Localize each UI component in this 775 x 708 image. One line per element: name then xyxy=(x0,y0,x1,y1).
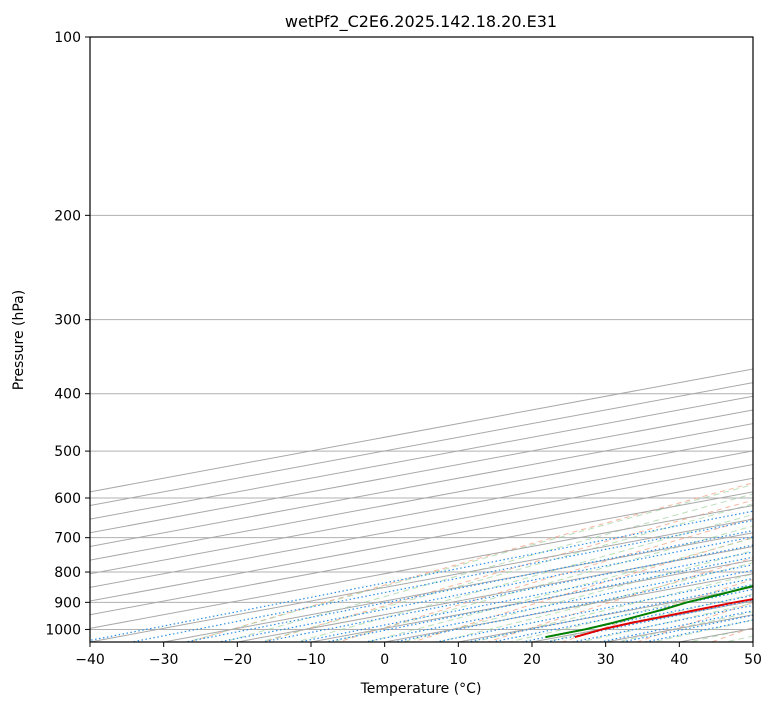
isotherm xyxy=(160,532,753,642)
chart-title: wetPf2_C2E6.2025.142.18.20.E31 xyxy=(285,12,557,32)
y-tick-label: 600 xyxy=(54,491,81,507)
x-tick-label: −40 xyxy=(75,652,105,668)
y-tick-label: 300 xyxy=(54,313,81,329)
moist-adiabat xyxy=(507,584,753,642)
x-axis-ticks: −40 −30 −20 −10 0 10 20 30 40 50 xyxy=(75,642,762,668)
moist-adiabat xyxy=(471,573,753,642)
y-tick-label: 700 xyxy=(54,531,81,547)
y-axis-ticks: 100 200 300 400 500 600 700 800 900 1000 xyxy=(45,30,90,638)
mixing-ratio-line xyxy=(90,510,753,641)
mixing-ratio-line xyxy=(464,583,753,642)
x-tick-label: −10 xyxy=(296,652,326,668)
isotherm xyxy=(90,450,753,575)
mixing-ratio-line xyxy=(182,529,753,642)
x-tick-label: 0 xyxy=(380,652,389,668)
isotherm xyxy=(90,518,753,642)
dry-adiabat xyxy=(336,517,753,642)
isotherm xyxy=(234,545,753,642)
y-tick-label: 800 xyxy=(54,565,81,581)
x-tick-label: 30 xyxy=(597,652,615,668)
moist-adiabat xyxy=(401,550,753,642)
mixing-ratio-line xyxy=(362,564,753,642)
moist-adiabat xyxy=(185,484,753,642)
adiabats xyxy=(185,482,753,642)
dry-adiabat xyxy=(261,499,753,642)
pressure-gridlines xyxy=(90,37,753,630)
x-axis-title: Temperature (°C) xyxy=(360,681,482,697)
y-tick-label: 400 xyxy=(54,387,81,403)
y-tick-label: 900 xyxy=(54,595,81,611)
x-tick-label: 10 xyxy=(449,652,467,668)
isotherm xyxy=(90,491,753,616)
y-tick-label: 200 xyxy=(54,208,81,224)
dry-adiabat xyxy=(187,482,753,642)
isotherm xyxy=(90,504,753,629)
y-tick-label: 1000 xyxy=(45,622,81,638)
moist-adiabat xyxy=(330,525,753,642)
y-tick-label: 500 xyxy=(54,444,81,460)
isotherm xyxy=(90,477,753,602)
isotherm xyxy=(90,436,753,561)
x-tick-label: 50 xyxy=(744,652,762,668)
mixing-ratio-line xyxy=(391,569,753,642)
mixing-ratio-lines xyxy=(90,510,753,642)
dry-adiabat xyxy=(485,557,753,642)
moist-adiabat xyxy=(436,562,753,642)
y-axis-title: Pressure (hPa) xyxy=(11,290,27,390)
x-tick-label: 40 xyxy=(670,652,688,668)
moist-adiabat xyxy=(578,602,753,642)
mixing-ratio-line xyxy=(433,577,753,642)
y-tick-label: 100 xyxy=(54,30,81,46)
mixing-ratio-line xyxy=(322,556,753,642)
moist-adiabat xyxy=(222,493,753,642)
x-tick-label: 20 xyxy=(523,652,541,668)
mixing-ratio-line xyxy=(296,551,753,642)
x-tick-label: −20 xyxy=(223,652,253,668)
isotherms xyxy=(90,368,753,642)
plot-frame xyxy=(89,36,754,643)
x-tick-label: −30 xyxy=(149,652,179,668)
isotherm xyxy=(90,464,753,588)
